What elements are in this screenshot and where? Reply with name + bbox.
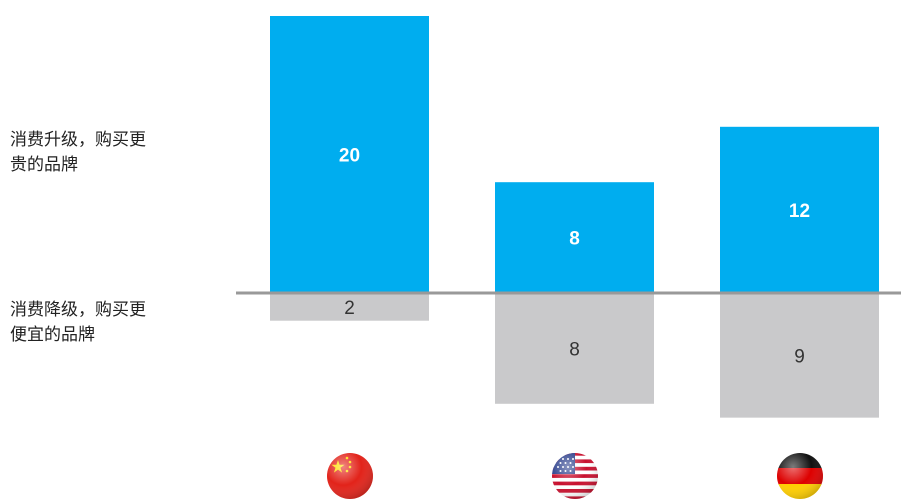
bar-negative-usa	[495, 293, 654, 404]
bar-positive-usa	[495, 182, 654, 293]
data-label-positive-usa: 8	[569, 229, 580, 250]
data-label-negative-germany: 9	[794, 346, 805, 367]
bar-negative-germany	[720, 293, 879, 418]
bar-chart: 20 2 8 8 12 9	[236, 16, 901, 418]
label-upgrade-line2: 贵的品牌	[10, 155, 78, 175]
label-consumption-downgrade: 消费降级，购买更 便宜的品牌	[10, 298, 200, 348]
data-label-positive-china: 20	[339, 146, 360, 167]
bar-negative-china	[270, 293, 429, 321]
usa-flag-icon	[552, 453, 598, 499]
label-consumption-upgrade: 消费升级，购买更 贵的品牌	[10, 128, 200, 178]
data-label-negative-china: 2	[344, 298, 355, 319]
data-label-positive-germany: 12	[789, 201, 810, 222]
label-downgrade-line2: 便宜的品牌	[10, 325, 95, 345]
data-label-negative-usa: 8	[569, 339, 580, 360]
label-upgrade-line1: 消费升级，购买更	[10, 130, 146, 150]
bar-positive-germany	[720, 126, 879, 293]
china-flag-icon	[327, 453, 373, 499]
bar-positive-china	[270, 16, 429, 293]
label-downgrade-line1: 消费降级，购买更	[10, 300, 146, 320]
germany-flag-icon	[777, 453, 823, 499]
